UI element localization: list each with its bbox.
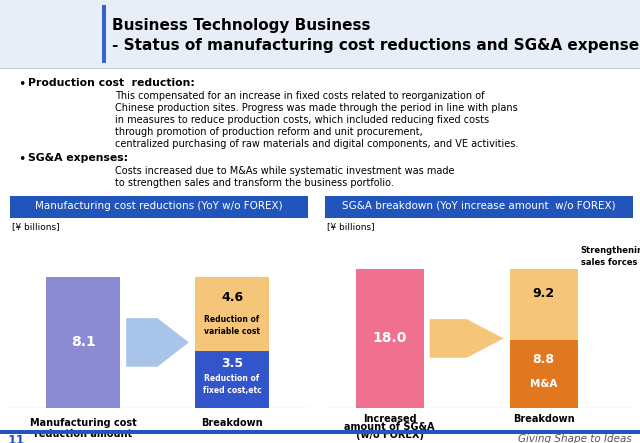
Text: Giving Shape to Ideas: Giving Shape to Ideas <box>518 434 632 443</box>
Text: M&A: M&A <box>530 379 557 389</box>
Text: Chinese production sites. Progress was made through the period in line with plan: Chinese production sites. Progress was m… <box>115 103 518 113</box>
Text: 11: 11 <box>8 434 26 443</box>
Bar <box>195 351 269 408</box>
Text: 3.5: 3.5 <box>221 358 243 370</box>
Ellipse shape <box>24 36 66 41</box>
Text: Reduction of
variable cost: Reduction of variable cost <box>204 315 260 336</box>
Text: •: • <box>18 153 26 166</box>
Text: This compensated for an increase in fixed costs related to reorganization of: This compensated for an increase in fixe… <box>115 91 484 101</box>
Text: 8.8: 8.8 <box>532 353 555 365</box>
Text: 4.6: 4.6 <box>221 291 243 304</box>
Bar <box>195 277 269 351</box>
Bar <box>356 269 424 408</box>
Circle shape <box>10 4 80 48</box>
Text: (w/o FOREX): (w/o FOREX) <box>356 430 424 439</box>
Bar <box>510 269 577 340</box>
Bar <box>46 277 120 408</box>
Text: [¥ billions]: [¥ billions] <box>327 222 374 231</box>
Text: Breakdown: Breakdown <box>201 418 263 427</box>
Text: Production cost  reduction:: Production cost reduction: <box>28 78 195 88</box>
Ellipse shape <box>21 30 69 35</box>
Text: •: • <box>18 78 26 91</box>
Text: 9.2: 9.2 <box>532 288 555 300</box>
Text: centralized purchasing of raw materials and digital components, and VE activitie: centralized purchasing of raw materials … <box>115 139 518 149</box>
Text: Reduction of
fixed cost,etc: Reduction of fixed cost,etc <box>203 374 261 395</box>
Text: reduction amount: reduction amount <box>34 429 132 439</box>
Text: Breakdown: Breakdown <box>513 414 575 424</box>
Text: Strengthening
sales forces: Strengthening sales forces <box>580 246 640 267</box>
Text: through promotion of production reform and unit procurement,: through promotion of production reform a… <box>115 127 423 137</box>
Text: in measures to reduce production costs, which included reducing fixed costs: in measures to reduce production costs, … <box>115 115 489 125</box>
Text: SG&A breakdown (YoY increase amount  w/o FOREX): SG&A breakdown (YoY increase amount w/o … <box>342 201 616 211</box>
Ellipse shape <box>21 24 69 28</box>
Polygon shape <box>429 319 504 358</box>
Text: to strengthen sales and transform the business portfolio.: to strengthen sales and transform the bu… <box>115 178 394 188</box>
Text: Business Technology Business: Business Technology Business <box>112 18 371 33</box>
Polygon shape <box>126 318 189 367</box>
Text: 8.1: 8.1 <box>70 335 95 350</box>
Ellipse shape <box>25 17 65 22</box>
Text: 18.0: 18.0 <box>372 331 407 346</box>
Text: Increased: Increased <box>363 414 417 424</box>
Text: Costs increased due to M&As while systematic investment was made: Costs increased due to M&As while system… <box>115 166 454 176</box>
Text: KONICA MINOLTA: KONICA MINOLTA <box>19 53 72 58</box>
Bar <box>510 340 577 408</box>
Text: Manufacturing cost reductions (YoY w/o FOREX): Manufacturing cost reductions (YoY w/o F… <box>35 201 283 211</box>
Text: Manufacturing cost: Manufacturing cost <box>29 418 136 427</box>
Text: - Status of manufacturing cost reductions and SG&A expenses: - Status of manufacturing cost reduction… <box>112 38 640 53</box>
Text: amount of SG&A: amount of SG&A <box>344 422 435 432</box>
Text: SG&A expenses:: SG&A expenses: <box>28 153 128 163</box>
Text: [¥ billions]: [¥ billions] <box>12 222 60 231</box>
